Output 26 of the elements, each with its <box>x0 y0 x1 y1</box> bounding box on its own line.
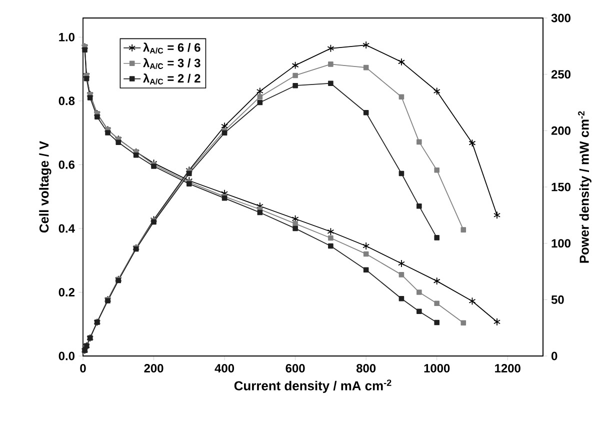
x-tick-label: 400 <box>214 364 234 372</box>
x-tick-label: 800 <box>356 364 376 372</box>
y2-tick-label: 150 <box>552 182 570 192</box>
y-tick-label: 0.4 <box>58 224 75 233</box>
y2-axis-title: Power density / mW cm$^{-2}$ <box>578 111 592 263</box>
y-tick-label: 0.2 <box>58 288 75 296</box>
legend-label: λ$_{A/C}$ = 6 / 6 <box>143 42 200 54</box>
y-axis-title: Cell voltage / V <box>39 141 52 233</box>
y2-tick-label: 100 <box>552 239 570 248</box>
y2-tick-label: 50 <box>551 295 564 304</box>
y-tick-label: 0.0 <box>58 352 74 360</box>
y2-tick-label: 200 <box>551 126 570 135</box>
y2-tick-label: 250 <box>551 70 570 79</box>
x-axis-title: Current density / mA cm$^{-2}$ <box>234 380 392 393</box>
x-tick-label: 1000 <box>424 364 450 372</box>
x-tick-label: 600 <box>286 364 305 372</box>
y-tick-label: 0.8 <box>58 96 75 106</box>
legend-label: λ$_{A/C}$ = 3 / 3 <box>143 58 200 70</box>
y2-tick-label: 300 <box>551 14 570 22</box>
legend-label: λ$_{A/C}$ = 2 / 2 <box>143 74 200 84</box>
x-tick-label: 200 <box>144 364 164 372</box>
y2-tick-label: 0 <box>551 352 558 360</box>
x-tick-label: 0 <box>80 364 86 372</box>
y-tick-label: 0.6 <box>58 160 75 169</box>
x-tick-label: 1200 <box>495 364 520 372</box>
y-tick-label: 1.0 <box>59 32 74 42</box>
